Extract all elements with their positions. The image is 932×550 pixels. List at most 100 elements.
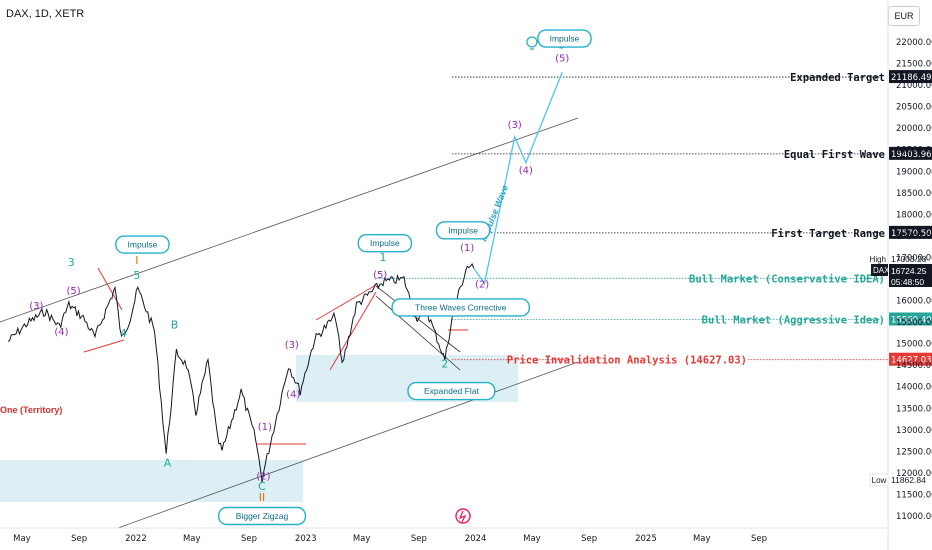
levels-layer: Expanded Target 21186.49 Equal First Wave 1… (376, 70, 932, 367)
callout-text: Bigger Zigzag (236, 511, 289, 521)
ideas-logo-bolt (458, 510, 467, 523)
wave-label: II (259, 491, 266, 504)
wave-label: B (171, 319, 179, 332)
callout-box (407, 381, 496, 401)
low-label-bg (869, 473, 889, 487)
y-tick-label: 19000.00 (896, 167, 932, 177)
low-label: Low (872, 476, 887, 485)
countdown: 05:48:50 (891, 277, 924, 287)
level-label: Bull Market (Aggressive Idea) (702, 314, 885, 326)
wave-label: A (164, 456, 172, 469)
wave-label: (1) (258, 422, 272, 433)
wave-label: (2) (475, 280, 489, 291)
level-label: Bull Market (Conservative IDEA) (689, 273, 885, 285)
y-tick-label: 13000.00 (896, 426, 932, 436)
callout-box (357, 234, 413, 253)
callout-box (217, 506, 307, 526)
wave-label: (5) (555, 53, 569, 64)
wave-label: C (258, 480, 266, 493)
zones-layer (0, 355, 518, 502)
last-value-bg (889, 264, 932, 287)
low-value: 11862.84 (891, 475, 926, 485)
callout-box (435, 221, 491, 240)
price-tag: 14627.03 (891, 356, 932, 366)
callout-text: Impulse (550, 34, 580, 44)
y-tick-label: 21500.00 (896, 60, 932, 70)
wave-label: 4 (120, 327, 127, 340)
price-tag: 19403.96 (891, 150, 932, 160)
wave-label: (5) (373, 270, 387, 281)
x-tick-label: May (693, 534, 711, 544)
y-tick-label: 14000.00 (896, 383, 932, 393)
y-tick-label: 20000.00 (896, 124, 932, 134)
y-tick-label: 15000.00 (896, 340, 932, 350)
callout-box (115, 235, 170, 254)
high-label: High (870, 255, 886, 264)
price-tag-bg (889, 312, 932, 326)
wave-label: (4) (54, 327, 68, 338)
level-label: Equal First Wave (784, 149, 885, 161)
callout-text: Impulse (370, 238, 400, 248)
y-tick-label: 14500.00 (896, 361, 932, 371)
wave-label: (4) (519, 165, 533, 176)
wave-labels-layer: (3)(5)3(4)5I4BA(1)(2)CII(3)(4)(5)12(1)(2… (29, 38, 569, 503)
y-tick-label: 18500.00 (896, 189, 932, 199)
level-label: Price Invalidation Analysis (14627.03) (507, 355, 747, 367)
x-tick-label: Sep (71, 534, 87, 544)
wave-label: (3) (285, 340, 299, 351)
black-line-b (375, 295, 461, 371)
x-tick-label: Sep (751, 534, 767, 544)
x-tick-label: 2023 (295, 534, 317, 544)
wave-label: (2) (256, 471, 270, 482)
price-tag-bg (889, 70, 932, 84)
last-symbol-bg (871, 264, 888, 276)
wave-label: I (135, 254, 138, 267)
red-line-a (97, 267, 123, 311)
symbol-title[interactable]: DAX, 1D, XETR (6, 8, 85, 20)
price-layer (7, 262, 475, 483)
red-line-d (329, 291, 377, 371)
y-tick-label: 21000.00 (896, 81, 932, 91)
wave-label: 1 (380, 251, 387, 264)
level-label: First Target Range (771, 228, 885, 240)
lightbulb-icon (526, 36, 538, 48)
x-tick-label: May (13, 534, 31, 544)
channel-layer (0, 117, 579, 529)
level-label: Expanded Target (790, 72, 885, 84)
y-tick-label: 13500.00 (896, 404, 932, 414)
black-line-a (375, 285, 461, 353)
red-line-b (83, 339, 125, 353)
x-tick-label: May (523, 534, 541, 544)
price-series-line (7, 262, 475, 483)
x-tick-label: 2024 (465, 534, 487, 544)
price-tag: 15560.40 (891, 315, 932, 325)
x-tick-label: May (183, 534, 201, 544)
ideas-logo-icon (455, 508, 471, 524)
y-tick-label: 12500.00 (896, 447, 932, 457)
last-symbol: DAX (873, 266, 890, 275)
wave-label: 2 (441, 357, 448, 370)
y-tick-label: 15500.00 (896, 318, 932, 328)
last-value: 16724.25 (891, 266, 927, 276)
x-tick-label: Sep (411, 534, 427, 544)
callout-text: Impulse (448, 225, 478, 235)
high-value: 17003.28 (891, 254, 927, 264)
wave-label: (5) (66, 286, 80, 297)
price-tag-bg (889, 146, 932, 160)
wave-label: (1) (460, 243, 474, 254)
wave-label: (3) (29, 301, 43, 312)
price-tag: 17570.50 (891, 229, 932, 239)
price-tag: 21186.49 (891, 73, 932, 83)
price-tag-bg (889, 352, 932, 366)
callout-box (391, 298, 531, 317)
x-tick-label: Sep (581, 534, 597, 544)
y-tick-label: 17000.00 (896, 253, 932, 263)
support-zone-left (0, 460, 303, 502)
y-tick-label: 19500.00 (896, 146, 932, 156)
projection-path (473, 71, 563, 285)
x-tick-label: May (353, 534, 371, 544)
callouts-layer: Impulse Impulse Impulse Impulse Three Waves … (115, 29, 592, 526)
callout-text: Impulse (128, 240, 158, 250)
